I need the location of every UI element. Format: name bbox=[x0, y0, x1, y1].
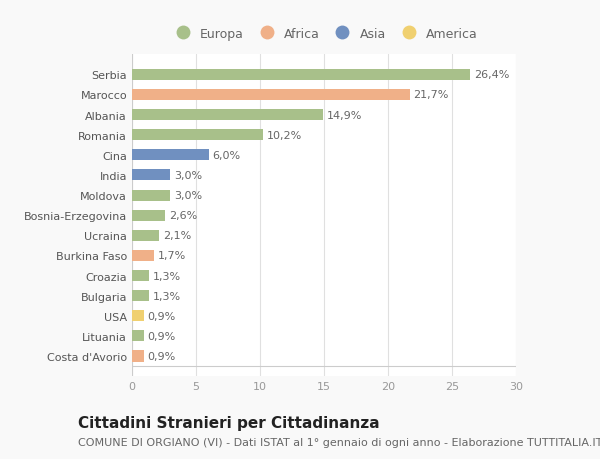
Text: 3,0%: 3,0% bbox=[174, 190, 202, 201]
Text: 0,9%: 0,9% bbox=[148, 351, 176, 361]
Text: 2,6%: 2,6% bbox=[169, 211, 197, 221]
Text: 21,7%: 21,7% bbox=[413, 90, 449, 100]
Bar bbox=[132, 230, 159, 241]
Text: 0,9%: 0,9% bbox=[148, 331, 176, 341]
Bar bbox=[132, 150, 209, 161]
Text: 1,7%: 1,7% bbox=[158, 251, 186, 261]
Bar bbox=[132, 311, 143, 322]
Text: 6,0%: 6,0% bbox=[212, 151, 241, 161]
Text: 2,1%: 2,1% bbox=[163, 231, 191, 241]
Text: 26,4%: 26,4% bbox=[474, 70, 509, 80]
Text: 1,3%: 1,3% bbox=[152, 291, 181, 301]
Text: 3,0%: 3,0% bbox=[174, 171, 202, 180]
Bar bbox=[132, 190, 170, 201]
Text: COMUNE DI ORGIANO (VI) - Dati ISTAT al 1° gennaio di ogni anno - Elaborazione TU: COMUNE DI ORGIANO (VI) - Dati ISTAT al 1… bbox=[78, 437, 600, 447]
Text: 10,2%: 10,2% bbox=[266, 130, 302, 140]
Legend: Europa, Africa, Asia, America: Europa, Africa, Asia, America bbox=[165, 23, 483, 46]
Bar bbox=[132, 250, 154, 262]
Text: 14,9%: 14,9% bbox=[326, 110, 362, 120]
Text: 0,9%: 0,9% bbox=[148, 311, 176, 321]
Bar bbox=[132, 90, 410, 101]
Bar bbox=[132, 70, 470, 81]
Bar bbox=[132, 210, 165, 221]
Bar bbox=[132, 170, 170, 181]
Bar bbox=[132, 270, 149, 281]
Bar bbox=[132, 351, 143, 362]
Text: Cittadini Stranieri per Cittadinanza: Cittadini Stranieri per Cittadinanza bbox=[78, 415, 380, 431]
Bar bbox=[132, 110, 323, 121]
Bar bbox=[132, 291, 149, 302]
Bar bbox=[132, 130, 263, 141]
Bar bbox=[132, 330, 143, 341]
Text: 1,3%: 1,3% bbox=[152, 271, 181, 281]
